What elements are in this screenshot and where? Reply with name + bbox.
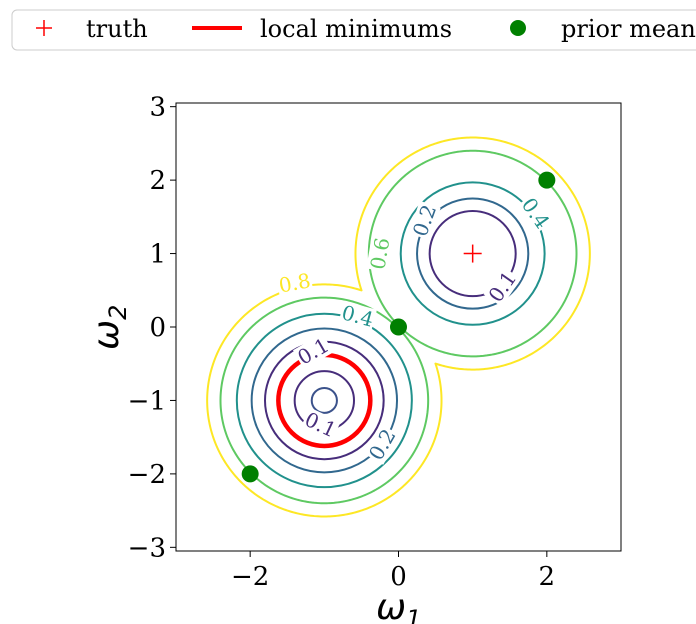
prior-mean-point-1 xyxy=(390,318,407,336)
contour-label-2: 0.2 xyxy=(364,424,401,465)
contour-0-05-0 xyxy=(310,386,338,414)
x-axis-label: ω1 xyxy=(376,587,421,624)
contour-0-4-4 xyxy=(235,312,413,489)
legend-frame xyxy=(11,9,696,51)
y-tick-label: 2 xyxy=(149,166,166,196)
y-tick-label: −3 xyxy=(128,533,166,563)
contour-label-text: 0.1 xyxy=(301,407,340,442)
x-tick-label: 2 xyxy=(539,562,556,592)
contour-label-8: 0.8 xyxy=(276,268,314,298)
markers xyxy=(241,171,556,483)
contour-label-text: 0.1 xyxy=(483,267,521,307)
x-tick-label: −2 xyxy=(231,562,269,592)
truth-marker xyxy=(463,244,482,263)
prior-mean-point-2 xyxy=(538,171,556,189)
contour-label-text: 0.2 xyxy=(364,425,401,465)
y-tick-label: 1 xyxy=(149,240,166,270)
legend: truth local minimums prior mean xyxy=(11,9,696,51)
x-axis-ticks: −2 0 2 xyxy=(231,551,555,592)
contour-label-5: 0.1 xyxy=(483,266,521,307)
y-tick-label: −1 xyxy=(128,386,166,416)
contour-label-7: 0.6 xyxy=(365,234,395,273)
contour-0-4-7 xyxy=(399,181,546,326)
y-tick-label: 3 xyxy=(149,93,166,123)
y-tick-label: 0 xyxy=(149,313,166,343)
contour-label-3: 0.4 xyxy=(338,300,377,332)
contour-joined-0-8 xyxy=(206,136,591,518)
legend-marker-prior-mean xyxy=(510,20,526,36)
legend-marker-truth xyxy=(36,20,52,36)
contour-label-1: 0.1 xyxy=(300,407,341,442)
contour-label-text: 0.6 xyxy=(365,236,394,271)
contour-label-text: 0.8 xyxy=(277,268,312,297)
contour-label-text: 0.4 xyxy=(339,300,376,331)
x-tick-label: 0 xyxy=(390,562,407,592)
contour-0-1-2 xyxy=(264,340,385,461)
contour-0-1-5 xyxy=(428,209,517,298)
contour-label-4: 0.2 xyxy=(408,200,441,241)
y-axis-label: ω2 xyxy=(86,305,132,350)
contour-0-2-6 xyxy=(416,197,530,310)
y-tick-label: −2 xyxy=(128,460,166,490)
legend-label-local-minimums: local minimums xyxy=(260,15,452,43)
legend-label-truth: truth xyxy=(86,15,148,43)
contour-0-2-3 xyxy=(250,327,399,474)
y-axis-ticks: −3 −2 −1 0 1 2 3 xyxy=(128,93,176,563)
prior-mean-point-0 xyxy=(241,465,259,483)
legend-label-prior-mean: prior mean xyxy=(561,15,696,43)
